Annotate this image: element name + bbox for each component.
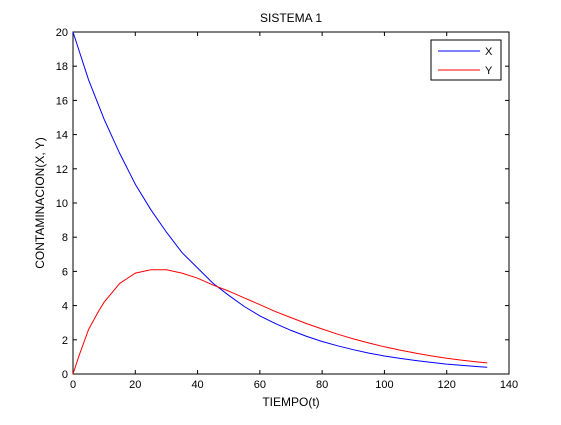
legend-box: [430, 39, 502, 81]
chart-title: SISTEMA 1: [260, 11, 322, 25]
y-tick-label: 10: [56, 198, 68, 210]
x-tick-label: 60: [254, 379, 266, 391]
y-tick-label: 8: [62, 232, 68, 244]
y-tick-label: 18: [56, 61, 68, 73]
legend-label-y: Y: [485, 65, 493, 77]
legend-label-x: X: [485, 46, 493, 58]
y-axis-title: CONTAMINACION(X, Y): [33, 137, 47, 269]
y-tick-label: 0: [62, 369, 68, 381]
y-tick-label: 12: [56, 164, 68, 176]
y-tick-label: 20: [56, 27, 68, 39]
y-tick-label: 4: [62, 301, 68, 313]
y-tick-label: 14: [56, 130, 68, 142]
plot-area: [72, 31, 510, 375]
series-line-y: [72, 269, 488, 375]
x-tick-label: 20: [129, 379, 141, 391]
series-lines: [72, 31, 488, 375]
axis-ticks: 0 20 40 60 80 100 120 140 0 2 4 6 8 10 12 14 16 18 20: [56, 27, 518, 391]
x-tick-label: 100: [375, 379, 393, 391]
x-tick-label: 140: [500, 379, 518, 391]
x-tick-label: 120: [438, 379, 456, 391]
x-tick-label: 0: [70, 379, 76, 391]
x-tick-label: 40: [191, 379, 203, 391]
legend: X Y: [430, 39, 502, 81]
y-tick-label: 16: [56, 95, 68, 107]
x-tick-label: 80: [316, 379, 328, 391]
series-line-x: [72, 31, 488, 368]
y-tick-label: 2: [62, 335, 68, 347]
x-axis-title: TIEMPO(t): [262, 395, 319, 409]
y-tick-label: 6: [62, 266, 68, 278]
